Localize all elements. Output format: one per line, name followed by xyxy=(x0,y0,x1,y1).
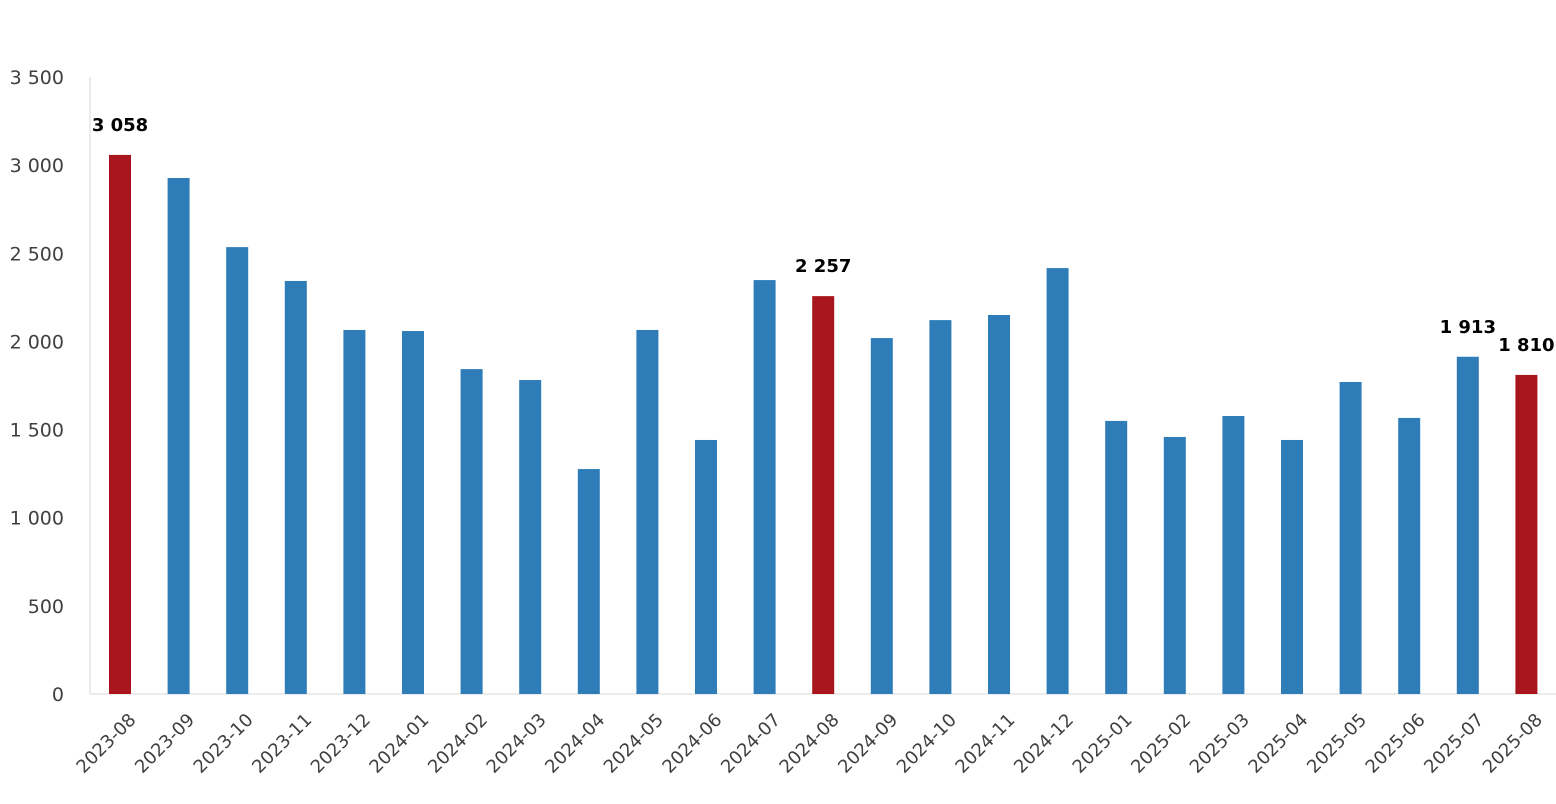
bar-2025-02 xyxy=(1163,436,1186,694)
x-tick-label: 2024-08 xyxy=(776,710,844,778)
bar-2023-08 xyxy=(109,154,131,695)
bar-2024-09 xyxy=(870,338,893,694)
y-tick-label: 2 500 xyxy=(10,243,64,265)
x-tick-label: 2023-08 xyxy=(72,710,140,778)
x-tick-label: 2023-12 xyxy=(307,710,375,778)
x-tick-label: 2024-09 xyxy=(834,710,902,778)
bar-2024-08 xyxy=(812,296,835,694)
y-tick-label: 1 000 xyxy=(10,508,64,530)
x-tick-label: 2024-05 xyxy=(600,710,668,778)
bar-2024-10 xyxy=(929,320,952,694)
bar-2023-10 xyxy=(226,247,249,694)
bar-2025-05 xyxy=(1339,381,1362,694)
x-tick-label: 2023-11 xyxy=(248,710,316,778)
x-tick-label: 2024-12 xyxy=(1010,710,1078,778)
x-tick-label: 2024-11 xyxy=(951,710,1019,778)
bar-2024-02 xyxy=(460,369,483,694)
data-label-2024-08: 2 257 xyxy=(795,256,851,277)
x-tick-label: 2025-04 xyxy=(1244,710,1312,778)
bar-2024-01 xyxy=(402,331,424,694)
x-tick-label: 2025-07 xyxy=(1420,710,1488,778)
x-tick-label: 2025-02 xyxy=(1127,710,1195,778)
x-tick-label: 2024-07 xyxy=(717,710,785,778)
x-tick-label: 2025-08 xyxy=(1479,710,1547,778)
bar-2025-03 xyxy=(1222,415,1245,694)
x-tick-label: 2023-10 xyxy=(190,710,258,778)
bar-2024-07 xyxy=(753,280,776,694)
x-tick-label: 2024-03 xyxy=(483,710,551,778)
data-label-2023-08: 3 058 xyxy=(92,115,148,136)
x-tick-label: 2024-10 xyxy=(893,710,961,778)
bar-2024-04 xyxy=(577,469,600,694)
bar-2024-06 xyxy=(695,439,717,694)
bar-2025-06 xyxy=(1398,417,1421,694)
x-tick-label: 2024-06 xyxy=(658,710,726,778)
x-tick-label: 2025-01 xyxy=(1069,710,1137,778)
y-tick-label: 2 000 xyxy=(10,331,64,353)
bar-2024-11 xyxy=(988,314,1010,694)
bar-2023-11 xyxy=(284,280,307,694)
y-tick-label: 1 500 xyxy=(10,420,64,442)
x-tick-label: 2025-03 xyxy=(1186,710,1254,778)
bar-2025-04 xyxy=(1281,439,1303,694)
x-tick-label: 2024-04 xyxy=(541,710,609,778)
y-tick-label: 3 500 xyxy=(10,67,64,89)
y-tick-label: 0 xyxy=(52,684,64,706)
bar-2025-01 xyxy=(1105,420,1128,694)
data-label-2025-07: 1 913 xyxy=(1440,317,1496,338)
y-tick-label: 3 000 xyxy=(10,155,64,177)
y-tick-label: 500 xyxy=(28,596,64,618)
x-tick-label: 2024-02 xyxy=(424,710,492,778)
bar-2025-07 xyxy=(1456,356,1479,694)
bar-2024-03 xyxy=(519,380,542,694)
bar-2024-05 xyxy=(636,329,659,694)
x-tick-label: 2024-01 xyxy=(365,710,433,778)
bar-2024-12 xyxy=(1046,268,1069,694)
bar-2023-12 xyxy=(343,329,366,694)
x-tick-label: 2025-05 xyxy=(1303,710,1371,778)
x-tick-label: 2023-09 xyxy=(131,710,199,778)
x-tick-label: 2025-06 xyxy=(1362,710,1430,778)
data-label-2025-08: 1 810 xyxy=(1498,335,1554,356)
bar-2025-08 xyxy=(1515,374,1538,694)
bar-2023-09 xyxy=(167,178,190,694)
